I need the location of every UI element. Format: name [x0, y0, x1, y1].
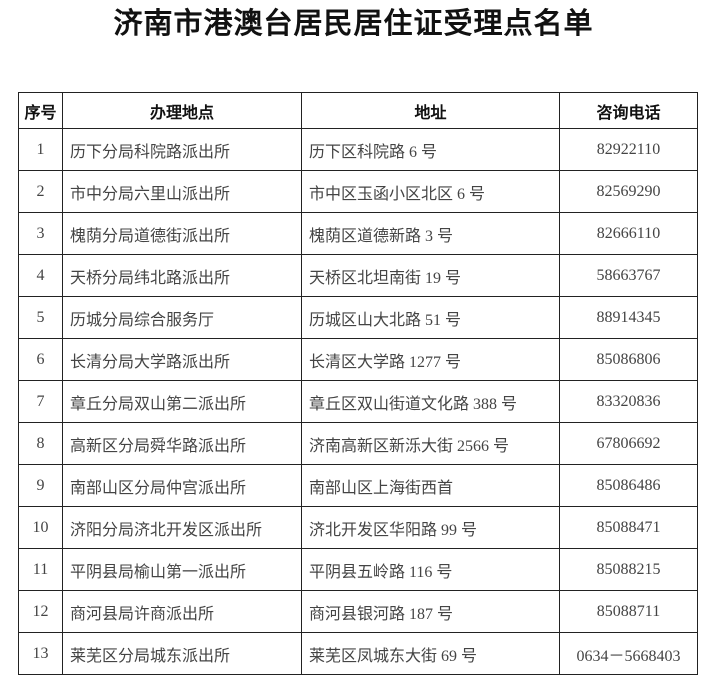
cell-address: 济北开发区华阳路 99 号 [301, 506, 560, 549]
cell-index: 12 [18, 590, 63, 633]
cell-address: 市中区玉函小区北区 6 号 [301, 170, 560, 213]
cell-index: 7 [18, 380, 63, 423]
cell-location: 莱芜区分局城东派出所 [62, 632, 302, 675]
cell-index: 13 [18, 632, 63, 675]
header-address: 地址 [301, 92, 560, 129]
cell-address: 历城区山大北路 51 号 [301, 296, 560, 339]
cell-address: 槐荫区道德新路 3 号 [301, 212, 560, 255]
table-row: 1 历下分局科院路派出所 历下区科院路 6 号 82922110 [18, 128, 698, 171]
cell-address: 天桥区北坦南街 19 号 [301, 254, 560, 297]
cell-address: 南部山区上海街西首 [301, 464, 560, 507]
cell-address: 平阴县五岭路 116 号 [301, 548, 560, 591]
header-location: 办理地点 [62, 92, 302, 129]
cell-location: 平阴县局榆山第一派出所 [62, 548, 302, 591]
cell-phone: 82922110 [559, 128, 698, 171]
cell-index: 1 [18, 128, 63, 171]
cell-location: 南部山区分局仲宫派出所 [62, 464, 302, 507]
table-row: 5 历城分局综合服务厅 历城区山大北路 51 号 88914345 [18, 296, 698, 339]
cell-phone: 0634－5668403 [559, 632, 698, 675]
header-index: 序号 [18, 92, 63, 129]
cell-location: 长清分局大学路派出所 [62, 338, 302, 381]
cell-index: 2 [18, 170, 63, 213]
cell-phone: 82666110 [559, 212, 698, 255]
cell-address: 章丘区双山街道文化路 388 号 [301, 380, 560, 423]
cell-index: 4 [18, 254, 63, 297]
document-title: 济南市港澳台居民居住证受理点名单 [113, 8, 594, 40]
table-row: 12 商河县局许商派出所 商河县银河路 187 号 85088711 [18, 590, 698, 633]
header-phone: 咨询电话 [559, 92, 698, 129]
table-row: 13 莱芜区分局城东派出所 莱芜区凤城东大街 69 号 0634－5668403 [18, 632, 698, 675]
cell-location: 高新区分局舜华路派出所 [62, 422, 302, 465]
table-row: 10 济阳分局济北开发区派出所 济北开发区华阳路 99 号 85088471 [18, 506, 698, 549]
table-row: 4 天桥分局纬北路派出所 天桥区北坦南街 19 号 58663767 [18, 254, 698, 297]
cell-index: 8 [18, 422, 63, 465]
cell-location: 历下分局科院路派出所 [62, 128, 302, 171]
cell-address: 商河县银河路 187 号 [301, 590, 560, 633]
cell-phone: 85086486 [559, 464, 698, 507]
cell-address: 长清区大学路 1277 号 [301, 338, 560, 381]
cell-index: 5 [18, 296, 63, 339]
cell-index: 6 [18, 338, 63, 381]
table-row: 8 高新区分局舜华路派出所 济南高新区新泺大街 2566 号 67806692 [18, 422, 698, 465]
cell-location: 历城分局综合服务厅 [62, 296, 302, 339]
cell-phone: 88914345 [559, 296, 698, 339]
cell-phone: 85088471 [559, 506, 698, 549]
table-row: 6 长清分局大学路派出所 长清区大学路 1277 号 85086806 [18, 338, 698, 381]
service-points-table: 序号 办理地点 地址 咨询电话 1 历下分局科院路派出所 历下区科院路 6 号 829… [18, 92, 698, 675]
table-row: 2 市中分局六里山派出所 市中区玉函小区北区 6 号 82569290 [18, 170, 698, 213]
cell-location: 济阳分局济北开发区派出所 [62, 506, 302, 549]
cell-address: 历下区科院路 6 号 [301, 128, 560, 171]
cell-location: 商河县局许商派出所 [62, 590, 302, 633]
cell-phone: 83320836 [559, 380, 698, 423]
cell-location: 章丘分局双山第二派出所 [62, 380, 302, 423]
table-row: 7 章丘分局双山第二派出所 章丘区双山街道文化路 388 号 83320836 [18, 380, 698, 423]
cell-location: 槐荫分局道德街派出所 [62, 212, 302, 255]
table-row: 11 平阴县局榆山第一派出所 平阴县五岭路 116 号 85088215 [18, 548, 698, 591]
cell-index: 11 [18, 548, 63, 591]
cell-phone: 85086806 [559, 338, 698, 381]
cell-phone: 67806692 [559, 422, 698, 465]
cell-index: 10 [18, 506, 63, 549]
table-header-row: 序号 办理地点 地址 咨询电话 [18, 92, 698, 129]
table-row: 9 南部山区分局仲宫派出所 南部山区上海街西首 85086486 [18, 464, 698, 507]
cell-address: 济南高新区新泺大街 2566 号 [301, 422, 560, 465]
cell-index: 3 [18, 212, 63, 255]
cell-phone: 58663767 [559, 254, 698, 297]
cell-address: 莱芜区凤城东大街 69 号 [301, 632, 560, 675]
cell-location: 天桥分局纬北路派出所 [62, 254, 302, 297]
cell-phone: 85088215 [559, 548, 698, 591]
cell-phone: 85088711 [559, 590, 698, 633]
table-row: 3 槐荫分局道德街派出所 槐荫区道德新路 3 号 82666110 [18, 212, 698, 255]
cell-phone: 82569290 [559, 170, 698, 213]
cell-index: 9 [18, 464, 63, 507]
cell-location: 市中分局六里山派出所 [62, 170, 302, 213]
